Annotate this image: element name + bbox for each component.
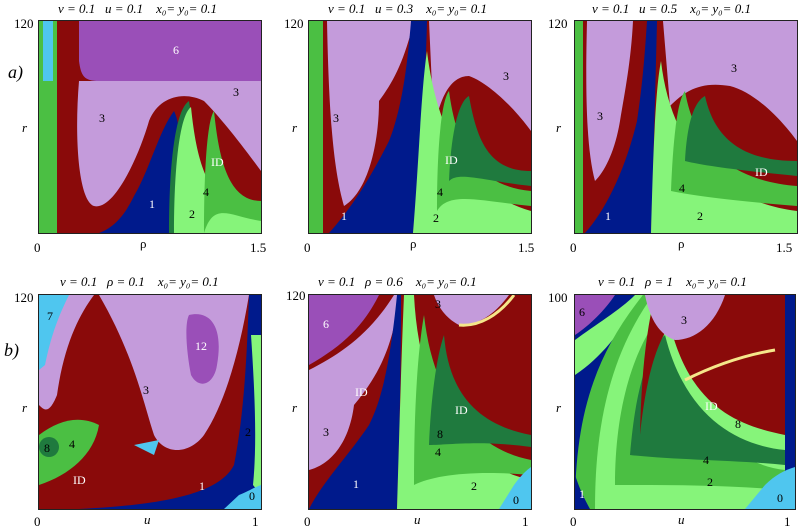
region-label: ID bbox=[755, 165, 768, 179]
y-tick-top: 120 bbox=[14, 290, 34, 305]
region-label: 1 bbox=[149, 197, 155, 211]
region-label: 12 bbox=[195, 339, 207, 353]
panel-b1-header: v = 0.1 ρ = 0.1 x₀= y₀= 0.1 bbox=[60, 274, 219, 289]
y-axis-label: r bbox=[556, 120, 562, 135]
x-axis-label: ρ bbox=[140, 236, 147, 251]
x-tick-min: 0 bbox=[304, 514, 311, 529]
plot-b2: 6 3 ID 3 1 ID 8 4 2 0 bbox=[308, 294, 532, 510]
region-label: 4 bbox=[437, 185, 443, 199]
x-tick-min: 0 bbox=[34, 514, 41, 529]
y-tick-top: 120 bbox=[286, 288, 306, 303]
x-tick-min: 0 bbox=[304, 240, 311, 255]
y-axis-label: r bbox=[22, 400, 28, 415]
region-label: 8 bbox=[735, 417, 741, 431]
x-tick-max: 1 bbox=[522, 514, 529, 529]
panel-a3-header: v = 0.1 u = 0.5 x₀= y₀= 0.1 bbox=[592, 1, 751, 16]
region-label: 1 bbox=[579, 487, 585, 501]
x-tick-min: 0 bbox=[34, 240, 41, 255]
x-tick-min: 0 bbox=[570, 514, 577, 529]
plot-a2: 3 3 1 2 4 ID bbox=[308, 20, 532, 234]
region-label: 0 bbox=[513, 493, 519, 507]
region-label: 3 bbox=[503, 69, 509, 83]
region-label: 1 bbox=[199, 479, 205, 493]
region-label: 4 bbox=[435, 445, 441, 459]
region-label: 3 bbox=[435, 297, 441, 311]
region-label: 3 bbox=[681, 313, 687, 327]
y-tick-top: 120 bbox=[14, 16, 34, 31]
panel-a1-header: v = 0.1 u = 0.1 x₀= y₀= 0.1 bbox=[58, 1, 217, 16]
region-label: ID bbox=[445, 153, 458, 167]
region-label: 2 bbox=[245, 425, 251, 439]
x-tick-max: 1.5 bbox=[518, 240, 535, 255]
plot-a1: 6 3 3 1 2 4 ID bbox=[38, 20, 262, 234]
region-label: 3 bbox=[143, 383, 149, 397]
region-label: 0 bbox=[249, 489, 255, 503]
plot-b1: 7 12 3 8 4 ID 1 2 0 bbox=[38, 294, 262, 510]
row-label-a: a) bbox=[8, 62, 23, 82]
y-axis-label: r bbox=[556, 400, 562, 415]
region-label: 3 bbox=[731, 61, 737, 75]
plot-a3: 3 3 1 2 4 ID bbox=[574, 20, 798, 234]
y-tick-top: 120 bbox=[284, 16, 304, 31]
panel-b3-header: v = 0.1 ρ = 1 x₀= y₀= 0.1 bbox=[598, 274, 747, 289]
x-tick-min: 0 bbox=[570, 240, 577, 255]
region-label: 3 bbox=[597, 109, 603, 123]
x-axis-label: u bbox=[144, 512, 151, 527]
region-label: ID bbox=[705, 399, 718, 413]
x-axis-label: u bbox=[678, 512, 685, 527]
x-tick-max: 1 bbox=[252, 514, 259, 529]
region-label: ID bbox=[73, 473, 86, 487]
x-axis-label: ρ bbox=[678, 236, 685, 251]
region-label: ID bbox=[355, 385, 368, 399]
region-label: 2 bbox=[471, 479, 477, 493]
x-tick-max: 1.5 bbox=[776, 240, 793, 255]
region-label: 2 bbox=[189, 207, 195, 221]
region-label: 4 bbox=[679, 181, 685, 195]
region-label: 6 bbox=[579, 305, 585, 319]
region-label: 3 bbox=[323, 425, 329, 439]
x-axis-label: u bbox=[414, 512, 421, 527]
y-axis-label: r bbox=[292, 120, 298, 135]
region-label: 3 bbox=[233, 85, 239, 99]
region-label: 0 bbox=[777, 491, 783, 505]
y-axis-label: r bbox=[292, 400, 298, 415]
region-label: 1 bbox=[353, 477, 359, 491]
region-label: 6 bbox=[323, 317, 329, 331]
region-label: 2 bbox=[697, 209, 703, 223]
region-label: 6 bbox=[173, 43, 179, 57]
panel-b2-header: v = 0.1 ρ = 0.6 x₀= y₀= 0.1 bbox=[318, 274, 477, 289]
region-label: 3 bbox=[99, 111, 105, 125]
region-label: 8 bbox=[44, 441, 50, 455]
plot-b3: 6 3 ID 8 4 2 1 0 bbox=[574, 294, 796, 510]
region-label: 1 bbox=[605, 209, 611, 223]
x-tick-max: 1 bbox=[784, 514, 791, 529]
region-label: 4 bbox=[69, 437, 75, 451]
y-tick-top: 100 bbox=[548, 290, 568, 305]
row-label-b: b) bbox=[4, 340, 19, 360]
region-label: 4 bbox=[703, 453, 709, 467]
region-label: ID bbox=[455, 403, 468, 417]
region-label: 3 bbox=[333, 111, 339, 125]
y-axis-label: r bbox=[22, 120, 28, 135]
x-axis-label: ρ bbox=[410, 236, 417, 251]
panel-a2-header: v = 0.1 u = 0.3 x₀= y₀= 0.1 bbox=[328, 1, 487, 16]
y-tick-top: 120 bbox=[548, 16, 568, 31]
region-label: 2 bbox=[433, 211, 439, 225]
region-label: 2 bbox=[707, 475, 713, 489]
region-label: ID bbox=[211, 155, 224, 169]
region-label: 7 bbox=[47, 309, 53, 323]
region-label: 8 bbox=[437, 427, 443, 441]
region-label: 1 bbox=[341, 209, 347, 223]
x-tick-max: 1.5 bbox=[250, 240, 267, 255]
region-label: 4 bbox=[203, 185, 209, 199]
